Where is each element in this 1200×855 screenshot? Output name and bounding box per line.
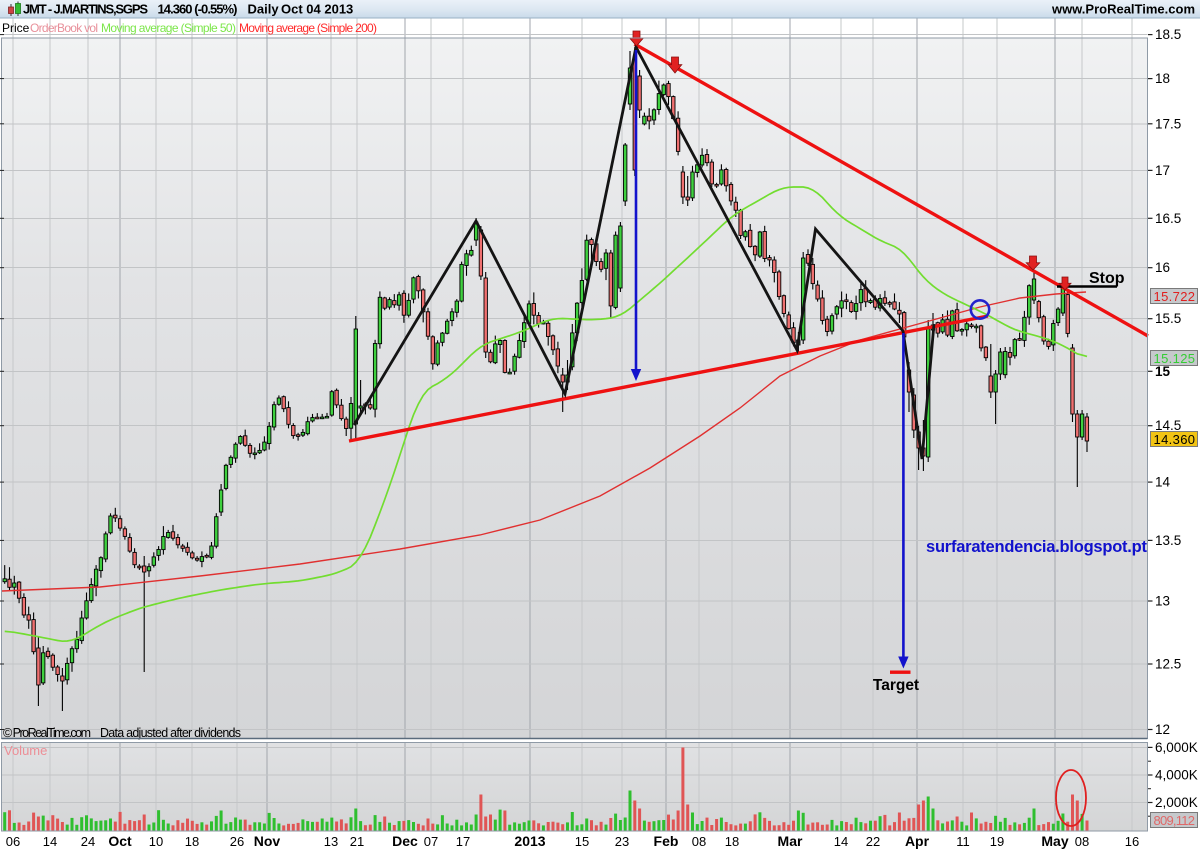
svg-text:06: 06 xyxy=(6,834,20,849)
svg-text:15: 15 xyxy=(575,834,589,849)
svg-text:15.125: 15.125 xyxy=(1154,351,1196,366)
svg-text:08: 08 xyxy=(692,834,706,849)
svg-text:Feb: Feb xyxy=(654,833,679,849)
svg-text:16: 16 xyxy=(1155,260,1170,275)
svg-text:17.5: 17.5 xyxy=(1155,116,1181,131)
svg-text:18: 18 xyxy=(185,834,199,849)
svg-text:14: 14 xyxy=(1155,475,1171,490)
svg-text:24: 24 xyxy=(81,834,95,849)
svg-text:15: 15 xyxy=(1155,364,1171,379)
svg-text:18: 18 xyxy=(725,834,739,849)
svg-text:11: 11 xyxy=(956,834,970,849)
svg-text:14.360: 14.360 xyxy=(1154,432,1196,447)
svg-text:16.5: 16.5 xyxy=(1155,211,1181,226)
svg-text:Apr: Apr xyxy=(905,833,930,849)
svg-text:13: 13 xyxy=(1155,594,1170,609)
svg-text:10: 10 xyxy=(149,834,163,849)
svg-text:Dec: Dec xyxy=(392,833,418,849)
svg-text:Nov: Nov xyxy=(254,833,281,849)
svg-text:Target: Target xyxy=(873,677,919,694)
svg-text:14.360 (-0.55%): 14.360 (-0.55%) xyxy=(158,2,238,17)
svg-text:surfaratendencia.blogspot.pt: surfaratendencia.blogspot.pt xyxy=(926,538,1148,556)
svg-text:www.ProRealTime.com: www.ProRealTime.com xyxy=(1051,2,1195,17)
svg-text:23: 23 xyxy=(615,834,629,849)
svg-text:18.5: 18.5 xyxy=(1155,27,1181,42)
svg-text:Price: Price xyxy=(2,21,30,35)
svg-text:12: 12 xyxy=(1155,722,1170,737)
svg-text:Oct: Oct xyxy=(108,833,132,849)
svg-text:14: 14 xyxy=(43,834,57,849)
svg-text:14.5: 14.5 xyxy=(1155,418,1181,433)
svg-text:6,000K: 6,000K xyxy=(1155,740,1198,755)
svg-text:16: 16 xyxy=(1125,834,1139,849)
svg-text:© ProRealTime.com: © ProRealTime.com xyxy=(3,726,91,740)
svg-text:15.722: 15.722 xyxy=(1154,289,1196,304)
svg-text:13.5: 13.5 xyxy=(1155,533,1181,548)
svg-text:Mar: Mar xyxy=(778,833,803,849)
svg-text:Oct 04 2013: Oct 04 2013 xyxy=(281,2,353,17)
svg-text:21: 21 xyxy=(350,834,364,849)
svg-text:12.5: 12.5 xyxy=(1155,657,1181,672)
svg-text:13: 13 xyxy=(324,834,338,849)
svg-text:Stop: Stop xyxy=(1089,270,1125,287)
svg-text:15.5: 15.5 xyxy=(1155,311,1181,326)
svg-text:2013: 2013 xyxy=(514,833,545,849)
svg-text:17: 17 xyxy=(456,834,470,849)
svg-text:May: May xyxy=(1041,833,1068,849)
svg-text:JMT - J.MARTINS,SGPS: JMT - J.MARTINS,SGPS xyxy=(23,2,148,17)
svg-text:22: 22 xyxy=(866,834,880,849)
svg-text:2,000K: 2,000K xyxy=(1155,795,1198,810)
svg-text:17: 17 xyxy=(1155,163,1170,178)
svg-text:07: 07 xyxy=(424,834,438,849)
svg-text:OrderBook vol: OrderBook vol xyxy=(30,21,98,35)
svg-text:19: 19 xyxy=(990,834,1004,849)
svg-text:Data adjusted after dividends: Data adjusted after dividends xyxy=(100,726,241,740)
svg-text:18: 18 xyxy=(1155,71,1170,86)
svg-text:08: 08 xyxy=(1075,834,1089,849)
svg-text:14: 14 xyxy=(834,834,848,849)
svg-text:Moving average (Simple 200): Moving average (Simple 200) xyxy=(239,21,377,35)
svg-text:809,112: 809,112 xyxy=(1154,813,1196,828)
svg-text:26: 26 xyxy=(230,834,244,849)
svg-text:Moving average (Simple 50): Moving average (Simple 50) xyxy=(101,21,236,35)
svg-text:4,000K: 4,000K xyxy=(1155,768,1198,783)
svg-text:Daily: Daily xyxy=(248,2,280,17)
svg-text:Volume: Volume xyxy=(4,743,47,758)
